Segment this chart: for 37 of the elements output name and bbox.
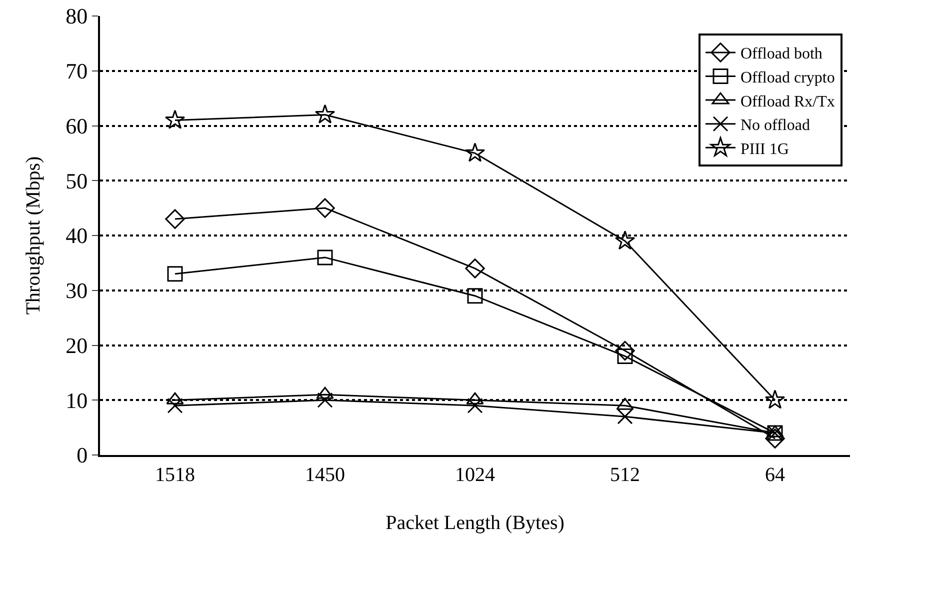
y-axis-title: Throughput (Mbps) xyxy=(22,156,45,315)
x-tick-label: 1518 xyxy=(155,464,195,486)
y-tick-label: 40 xyxy=(66,223,88,248)
x-tick-label: 1024 xyxy=(455,464,495,486)
point xyxy=(165,209,185,229)
legend-label: No offload xyxy=(740,117,810,134)
point xyxy=(167,398,183,414)
point xyxy=(615,340,635,361)
point xyxy=(467,398,483,414)
point xyxy=(164,110,186,129)
y-tick-label: 70 xyxy=(66,58,88,84)
point xyxy=(314,104,336,124)
y-tick-label: 10 xyxy=(66,388,88,413)
legend-label: Offload Rx/Tx xyxy=(740,93,835,110)
legend-label: Offload crypto xyxy=(740,70,835,86)
point xyxy=(765,428,785,448)
point xyxy=(167,266,183,282)
x-tick-label: 512 xyxy=(610,464,640,486)
x-tick-label: 1450 xyxy=(305,464,345,486)
y-tick-label: 0 xyxy=(76,442,88,468)
point xyxy=(464,142,486,162)
point xyxy=(317,250,333,266)
point xyxy=(315,198,335,218)
y-tick-label: 80 xyxy=(66,4,88,29)
point xyxy=(617,408,633,424)
legend-label: PIII 1G xyxy=(740,140,790,158)
x-tick-label: 64 xyxy=(765,464,785,486)
point xyxy=(764,390,786,409)
y-tick-label: 60 xyxy=(66,113,88,138)
legend-label: Offload both xyxy=(740,46,822,63)
y-tick-label: 20 xyxy=(66,332,88,358)
x-axis-title: Packet Length (Bytes) xyxy=(386,512,564,534)
point xyxy=(614,230,636,250)
point xyxy=(467,288,483,304)
point xyxy=(465,258,485,278)
y-tick-label: 30 xyxy=(66,278,88,304)
y-tick-label: 50 xyxy=(66,168,88,194)
